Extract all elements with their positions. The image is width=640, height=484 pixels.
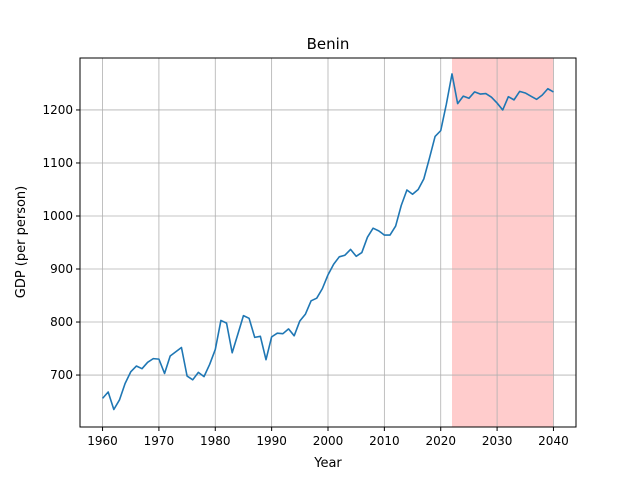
x-tick-label: 1960 (87, 434, 118, 448)
x-tick-label: 2020 (425, 434, 456, 448)
x-tick-label: 1980 (200, 434, 231, 448)
y-tick-label: 800 (50, 315, 73, 329)
y-tick-label: 1000 (42, 209, 73, 223)
x-tick-label: 2010 (369, 434, 400, 448)
chart-title: Benin (307, 35, 350, 53)
x-tick-label: 1990 (256, 434, 287, 448)
forecast-region (452, 58, 554, 427)
gdp-series-line (101, 73, 554, 411)
x-axis-label: Year (313, 456, 342, 471)
x-tick-label: 1970 (144, 434, 175, 448)
y-axis-label: GDP (per person) (14, 186, 29, 299)
x-tick-label: 2030 (482, 434, 513, 448)
y-tick-label: 1100 (42, 156, 73, 170)
x-tick-label: 2000 (313, 434, 344, 448)
y-tick-label: 700 (50, 368, 73, 382)
x-tick-label: 2040 (538, 434, 569, 448)
y-tick-label: 1200 (42, 103, 73, 117)
y-tick-label: 900 (50, 262, 73, 276)
